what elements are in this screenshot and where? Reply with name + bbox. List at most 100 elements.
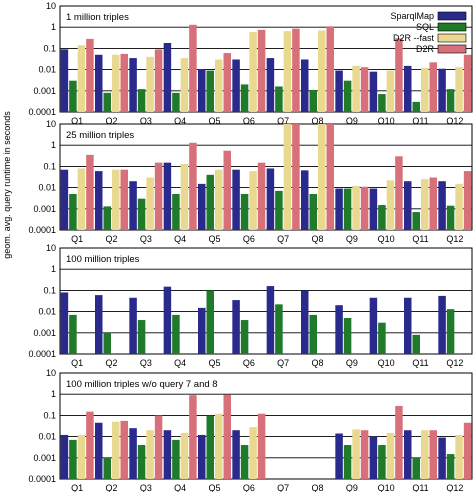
global-ylabel-text: geom. avg. query runtime in seconds: [2, 111, 12, 259]
bar-sql-q10: [378, 94, 386, 112]
x-tick-label: Q3: [140, 358, 152, 368]
bar-sparqlmap-q11: [404, 297, 412, 354]
bar-sparqlmap-q1: [60, 434, 69, 479]
bar-d2r-fast-q6: [249, 171, 257, 230]
y-tick-label: 1: [51, 140, 56, 150]
bar-d2r-fast-q4: [180, 58, 189, 112]
x-tick-label: Q2: [105, 116, 117, 126]
bar-sparqlmap-q4: [163, 286, 172, 354]
x-tick-label: Q2: [105, 483, 117, 492]
bar-d2r-fast-q4: [180, 163, 189, 230]
bar-d2r-q3: [154, 415, 163, 479]
bar-sql-q5: [206, 290, 214, 354]
x-tick-label: Q12: [446, 234, 463, 244]
bar-sql-q4: [172, 193, 180, 230]
bar-d2r-fast-q8: [318, 30, 326, 113]
bar-d2r-q8: [326, 26, 334, 112]
x-tick-label: Q10: [378, 116, 395, 126]
x-tick-label: Q3: [140, 483, 152, 492]
bar-sparqlmap-q3: [129, 428, 137, 479]
x-tick-label: Q11: [412, 358, 428, 368]
bar-sparqlmap-q7: [266, 286, 275, 354]
bar-sparqlmap-q2: [95, 171, 103, 230]
bar-d2r-fast-q3: [146, 430, 154, 479]
bar-sparqlmap-q7: [266, 168, 275, 230]
y-tick-label: 0.001: [33, 453, 56, 463]
bar-d2r-fast-q5: [215, 169, 223, 230]
bar-sql-q6: [240, 84, 249, 112]
bar-d2r-q2: [120, 169, 128, 230]
x-tick-label: Q8: [311, 483, 323, 492]
bar-sql-q5: [206, 70, 214, 112]
x-tick-label: Q3: [140, 116, 152, 126]
bar-sparqlmap-q6: [232, 430, 240, 479]
bar-sql-q3: [137, 198, 146, 230]
bar-d2r-q11: [429, 430, 437, 479]
bar-sql-q4: [172, 439, 180, 479]
bar-sparqlmap-q9: [335, 70, 343, 112]
bar-sparqlmap-q10: [369, 297, 378, 354]
bar-sql-q8: [309, 314, 317, 354]
panel-title: 25 million triples: [66, 130, 134, 141]
y-tick-label: 0.01: [38, 183, 56, 193]
bar-d2r-fast-q6: [249, 31, 257, 113]
x-tick-label: Q8: [311, 234, 323, 244]
y-tick-label: 10: [46, 243, 56, 253]
bar-sparqlmap-q12: [438, 437, 446, 479]
bar-sparqlmap-q1: [60, 169, 69, 230]
bar-d2r-fast-q2: [112, 421, 120, 479]
bar-d2r-fast-q11: [421, 179, 429, 230]
bar-d2r-q6: [257, 29, 266, 112]
bar-sparqlmap-q8: [301, 170, 309, 230]
plot-frame: [59, 5, 473, 113]
x-tick-label: Q2: [105, 234, 117, 244]
panel-2: 0.0001 0.001 0.01 0.1 1 10 Q1 Q2 Q3 Q4 Q5 Q6 Q7 Q8 Q9 Q…: [28, 119, 473, 244]
bar-sql-q2: [103, 92, 111, 112]
bar-d2r-q7: [292, 28, 300, 112]
y-tick-label: 0.0001: [28, 107, 56, 117]
bar-d2r-q9: [360, 67, 369, 112]
bar-sparqlmap-q3: [129, 181, 137, 230]
bar-sql-q9: [343, 80, 352, 112]
bar-sparqlmap-q2: [95, 54, 103, 112]
bar-d2r-fast-q9: [352, 65, 360, 112]
x-tick-label: Q2: [105, 358, 117, 368]
y-tick-label: 0.001: [33, 328, 56, 338]
y-tick-label: 0.01: [38, 65, 56, 75]
plot-frame: [59, 372, 473, 480]
x-tick-label: Q10: [378, 234, 395, 244]
bar-sql-q11: [412, 212, 420, 230]
bar-d2r-q7: [292, 124, 300, 230]
x-tick-label: Q11: [412, 234, 428, 244]
x-tick-label: Q6: [243, 483, 255, 492]
bar-sql-q4: [172, 92, 180, 112]
bar-sql-q6: [240, 193, 249, 230]
bar-sparqlmap-q1: [60, 292, 69, 354]
bar-sparqlmap-q2: [95, 295, 103, 354]
bar-sql-q12: [446, 89, 455, 112]
plot-frame: [59, 123, 473, 231]
x-tick-label: Q4: [174, 234, 186, 244]
bar-d2r-fast-q12: [455, 434, 463, 479]
x-tick-label: Q7: [277, 116, 289, 126]
x-tick-label: Q9: [346, 358, 358, 368]
bar-d2r-fast-q10: [386, 70, 395, 112]
x-tick-label: Q1: [71, 234, 83, 244]
x-tick-label: Q12: [446, 483, 463, 492]
bar-sparqlmap-q9: [335, 188, 343, 230]
bar-sql-q11: [412, 101, 420, 112]
y-tick-label: 0.0001: [28, 349, 56, 359]
x-tick-label: Q9: [346, 234, 358, 244]
bar-sql-q2: [103, 206, 111, 230]
bar-d2r-fast-q2: [112, 169, 120, 230]
legend-label-d2r-fast: D2R --fast: [393, 33, 435, 43]
bar-d2r-q12: [463, 171, 472, 230]
bar-sql-q3: [137, 320, 146, 354]
panel-3: 0.0001 0.001 0.01 0.1 1 10 Q1 Q2 Q3 Q4 Q5 Q6 Q7 Q8 Q9 Q…: [28, 243, 473, 368]
bar-d2r-q4: [189, 395, 197, 479]
bar-d2r-q10: [395, 38, 403, 112]
bar-sparqlmap-q4: [163, 42, 172, 113]
bar-d2r-q10: [395, 156, 403, 230]
bar-d2r-fast-q9: [352, 185, 360, 230]
bar-d2r-fast-q11: [421, 430, 429, 479]
